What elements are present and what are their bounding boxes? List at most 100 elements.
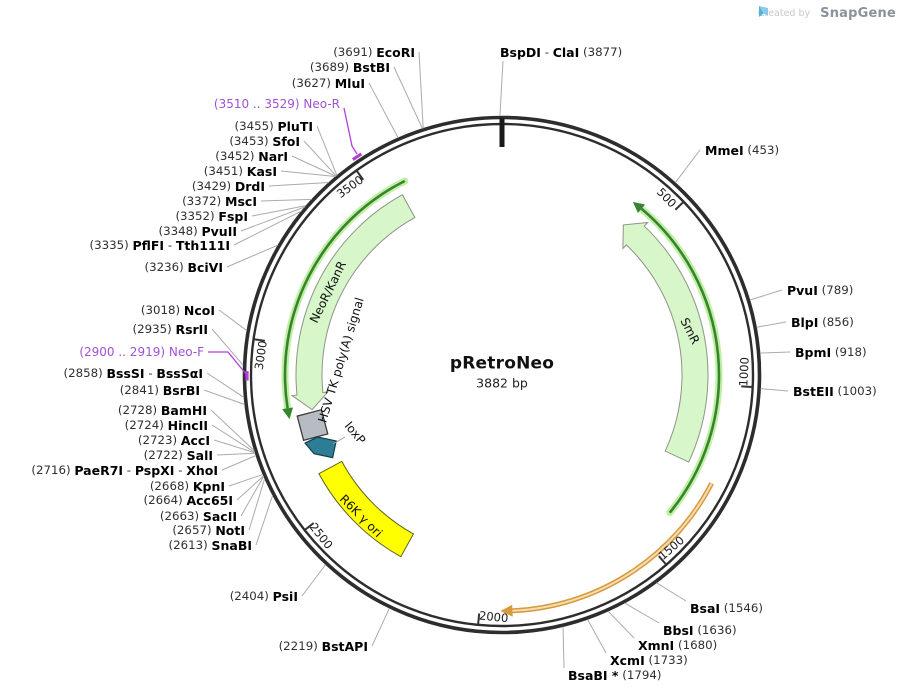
primer-leader-neo-f — [208, 351, 247, 375]
watermark-created-by: Created by — [757, 8, 811, 19]
leader-line-pflfitth111i — [233, 210, 302, 246]
leader-line-xcmi — [587, 619, 607, 654]
enzyme-label-pvuii[interactable]: (3348) PvuII — [159, 224, 238, 239]
enzyme-label-sali[interactable]: (2722) SalI — [144, 448, 213, 463]
enzyme-label-drdi[interactable]: (3429) DrdI — [192, 179, 265, 194]
leader-line-sacii — [240, 476, 265, 517]
enzyme-label-xcmi[interactable]: XcmI (1733) — [610, 653, 688, 668]
leader-line-snabi — [255, 495, 274, 546]
watermark-brand: SnapGene — [820, 6, 896, 21]
enzyme-label-snabi[interactable]: (2613) SnaBI — [169, 538, 253, 553]
enzyme-label-bstapi[interactable]: (2219) BstAPI — [279, 639, 368, 654]
feature-hsv-tk-polya-box[interactable] — [296, 408, 329, 442]
enzyme-label-acc65i[interactable]: (2664) Acc65I — [143, 493, 233, 508]
enzyme-label-fspi[interactable]: (3352) FspI — [175, 209, 248, 224]
tick-label-2000: 2000 — [478, 608, 508, 625]
feature-ori-arrow-arrowhead — [500, 604, 513, 617]
leader-line-mmei — [674, 149, 701, 183]
enzyme-label-bstbi[interactable]: (3689) BstBI — [310, 60, 390, 75]
enzyme-label-bcivi[interactable]: (3236) BciVI — [144, 260, 223, 275]
leader-line-kasi — [280, 170, 336, 178]
leader-line-bsssibsssi — [206, 372, 245, 398]
leader-line-noti — [248, 478, 266, 531]
leader-line-bstapi — [371, 608, 390, 647]
feature-loxp-label[interactable]: loxP — [342, 419, 369, 447]
tick-mark-3000 — [253, 338, 266, 342]
leader-line-pvuii — [240, 206, 306, 232]
leader-line-bbsi — [624, 602, 660, 624]
primer-label-neo-r[interactable]: (3510 .. 3529) Neo-R — [214, 97, 340, 111]
leader-line-mlui — [368, 82, 399, 138]
enzyme-label-psii[interactable]: (2404) PsiI — [230, 589, 298, 604]
leader-line-rsrii — [211, 328, 244, 366]
tick-mark-3500 — [355, 170, 364, 181]
enzyme-label-kpni[interactable]: (2668) KpnI — [150, 479, 225, 494]
leader-line-acc65i — [236, 475, 264, 501]
watermark: Created by SnapGene — [758, 6, 896, 21]
enzyme-label-acci[interactable]: (2723) AccI — [138, 433, 210, 448]
enzyme-label-ecori[interactable]: (3691) EcoRI — [333, 45, 415, 60]
enzyme-label-pvui[interactable]: PvuI (789) — [787, 283, 853, 298]
leader-line-bspdiclai — [499, 60, 504, 117]
feature-smr-cds-arrow[interactable] — [622, 221, 709, 463]
leader-line-bsteii — [760, 388, 789, 392]
enzyme-label-bbsi[interactable]: BbsI (1636) — [663, 623, 737, 638]
enzyme-label-bsrbi[interactable]: (2841) BsrBI — [120, 383, 200, 398]
enzyme-label-bsai[interactable]: BsaI (1546) — [690, 601, 763, 616]
enzyme-label-nari[interactable]: (3452) NarI — [215, 149, 288, 164]
leader-line-pluti — [316, 125, 338, 176]
leader-line-bsabi — [562, 626, 565, 669]
enzyme-label-paer7ipspxixhoi[interactable]: (2716) PaeR7I - PspXI - XhoI — [31, 463, 218, 478]
leader-line-ecori — [418, 51, 424, 129]
tick-mark-1000 — [741, 385, 753, 388]
enzyme-label-pflfitth111i[interactable]: (3335) PflFI - Tth111I — [89, 238, 230, 253]
leader-line-drdi — [268, 182, 329, 187]
enzyme-label-ncoi[interactable]: (3018) NcoI — [141, 303, 215, 318]
enzyme-label-mmei[interactable]: MmeI (453) — [705, 143, 779, 158]
leader-line-nari — [291, 155, 337, 177]
enzyme-label-bsabi[interactable]: BsaBI * (1794) — [568, 668, 661, 683]
enzyme-label-bsteii[interactable]: BstEII (1003) — [793, 384, 877, 399]
enzyme-label-mlui[interactable]: (3627) MluI — [292, 76, 365, 91]
leader-line-bcivi — [226, 244, 279, 268]
backbone-outer-ring — [242, 115, 762, 635]
enzyme-label-xmni[interactable]: XmnI (1680) — [638, 638, 717, 653]
leader-line-ncoi — [218, 309, 248, 331]
enzyme-label-blpi[interactable]: BlpI (856) — [791, 315, 854, 330]
enzyme-label-msci[interactable]: (3372) MscI — [182, 194, 257, 209]
primer-label-neo-f[interactable]: (2900 .. 2919) Neo-F — [79, 345, 204, 359]
primer-leader-neo-r — [343, 107, 358, 155]
feature-neor-kanr-gene-arc[interactable] — [283, 179, 406, 409]
tick-mark-1500 — [658, 555, 667, 566]
feature-loxp-arrow[interactable] — [303, 435, 337, 459]
enzyme-label-bpmi[interactable]: BpmI (918) — [795, 345, 867, 360]
leader-line-bsai — [656, 582, 687, 602]
enzyme-label-bamhi[interactable]: (2728) BamHI — [118, 403, 207, 418]
enzyme-label-pluti[interactable]: (3455) PluTI — [234, 119, 313, 134]
enzyme-label-bspdiclai[interactable]: BspDI - ClaI (3877) — [500, 45, 622, 60]
enzyme-label-hincii[interactable]: (2724) HincII — [125, 418, 208, 433]
leader-line-msci — [260, 198, 312, 202]
enzyme-label-sfoi[interactable]: (3453) SfoI — [229, 134, 300, 149]
feature-r6k-ori-band[interactable] — [318, 460, 415, 558]
leader-line-pvui — [749, 289, 783, 301]
feature-ori-arrow-core — [512, 482, 713, 612]
leader-line-bpmi — [760, 351, 791, 354]
leader-line-loxp — [332, 436, 346, 445]
enzyme-label-bsssibsssi[interactable]: (2858) BssSI - BssSαI — [64, 366, 203, 381]
enzyme-label-sacii[interactable]: (2663) SacII — [160, 509, 237, 524]
enzyme-label-noti[interactable]: (2657) NotI — [172, 523, 245, 538]
enzyme-label-rsrii[interactable]: (2935) RsrII — [132, 322, 208, 337]
leader-line-bamhi — [210, 409, 255, 452]
primer-mark-neo-r[interactable] — [352, 152, 363, 161]
feature-neor-kanr-gene-arrowhead — [282, 407, 294, 420]
tick-mark-500 — [674, 201, 684, 211]
tick-label-500: 500 — [654, 185, 679, 211]
enzyme-label-kasi[interactable]: (3451) KasI — [204, 164, 277, 179]
feature-neor-kanr-cds-arrow[interactable] — [290, 194, 416, 411]
feature-smr-gene-arc[interactable] — [640, 207, 721, 514]
leader-line-bsrbi — [203, 389, 245, 405]
leader-line-sali — [216, 452, 256, 456]
